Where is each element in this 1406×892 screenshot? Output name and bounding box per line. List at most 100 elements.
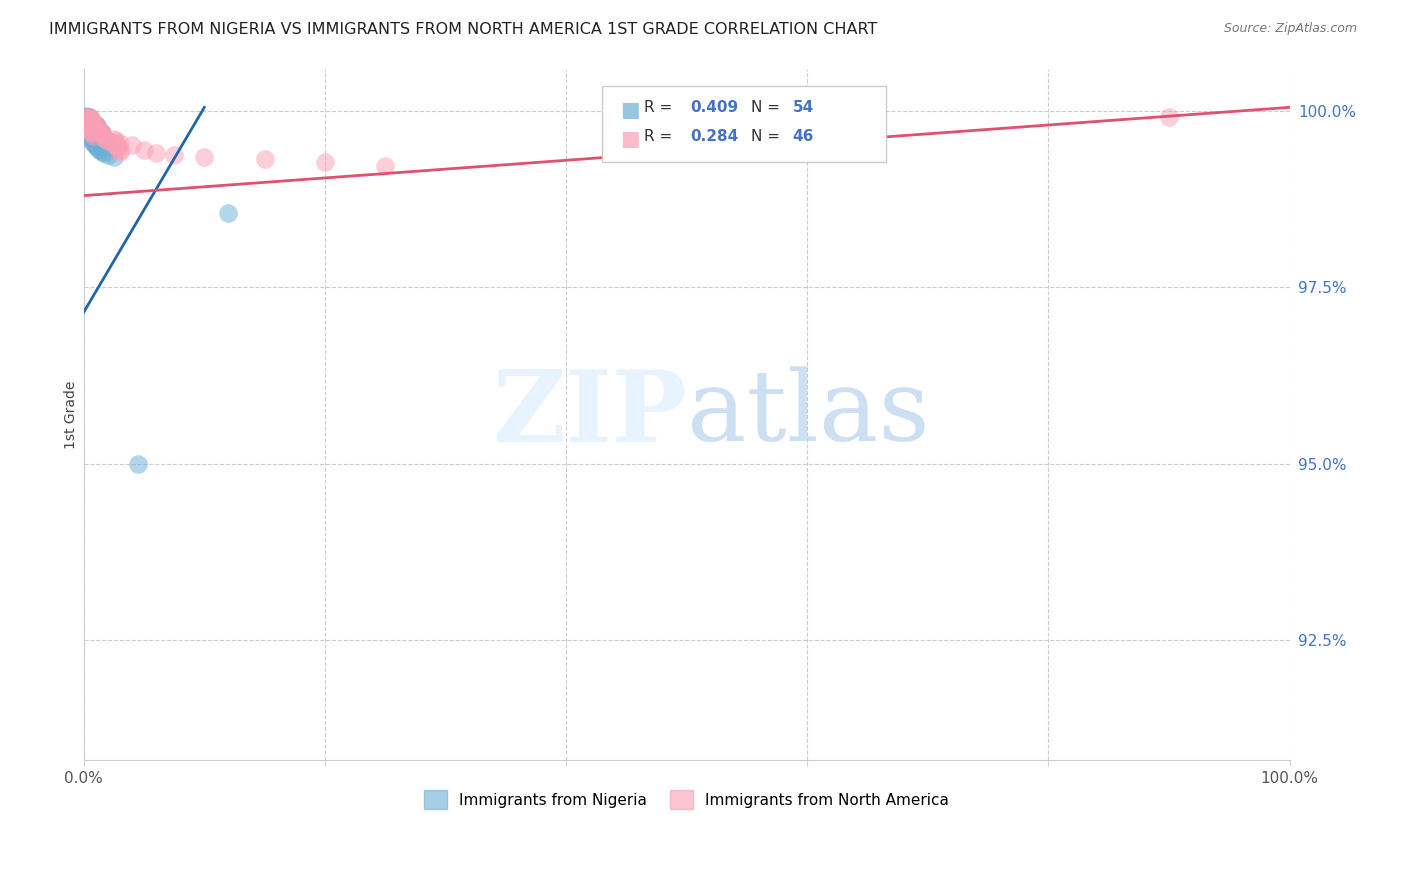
Text: ZIP: ZIP <box>492 366 686 463</box>
Point <box>77 127 100 141</box>
Point <box>108 145 131 159</box>
Point <box>91 128 114 143</box>
Point <box>76 109 98 123</box>
Point <box>145 146 167 161</box>
Point <box>82 114 104 128</box>
Point <box>83 119 105 133</box>
Text: 54: 54 <box>793 100 814 115</box>
Point <box>87 121 110 136</box>
Point <box>79 114 101 128</box>
Point <box>93 130 115 145</box>
Point <box>82 127 104 141</box>
Point <box>90 125 112 139</box>
Point <box>79 112 101 127</box>
Point <box>107 140 129 154</box>
Point <box>75 118 97 132</box>
Point <box>76 112 98 127</box>
Point <box>73 121 96 136</box>
Point <box>79 117 101 131</box>
FancyBboxPatch shape <box>602 86 886 162</box>
Point <box>79 128 101 143</box>
Point <box>93 130 115 145</box>
Point <box>79 110 101 124</box>
Point <box>103 136 125 150</box>
Point <box>108 143 131 157</box>
Point <box>80 114 103 128</box>
Point <box>84 139 107 153</box>
Point <box>103 137 125 152</box>
Point <box>1157 110 1180 124</box>
Point <box>80 112 103 127</box>
Point <box>90 145 112 159</box>
Point <box>77 111 100 125</box>
Point <box>90 127 112 141</box>
Text: N =: N = <box>751 100 785 115</box>
Point <box>82 117 104 131</box>
Text: ■: ■ <box>620 129 640 149</box>
Point <box>82 114 104 128</box>
Point <box>314 154 336 169</box>
Text: atlas: atlas <box>686 367 929 462</box>
Point <box>374 159 396 173</box>
Point <box>75 110 97 124</box>
Point <box>82 134 104 148</box>
Point <box>217 206 239 220</box>
Point <box>82 128 104 143</box>
Point <box>77 121 100 136</box>
Text: ■: ■ <box>620 100 640 120</box>
Point <box>83 117 105 131</box>
Point <box>77 111 100 125</box>
Point <box>91 128 114 143</box>
Y-axis label: 1st Grade: 1st Grade <box>65 380 79 449</box>
Point <box>108 136 131 150</box>
Point <box>80 117 103 131</box>
Point <box>75 110 97 124</box>
Point <box>75 112 97 126</box>
Text: R =: R = <box>644 100 678 115</box>
Point <box>75 123 97 137</box>
Point <box>103 132 125 146</box>
Point <box>90 127 112 141</box>
Point <box>84 120 107 135</box>
Point <box>87 140 110 154</box>
Point <box>80 119 103 133</box>
Point <box>90 125 112 139</box>
Point <box>80 125 103 139</box>
Text: R =: R = <box>644 129 678 145</box>
Point <box>76 120 98 134</box>
Point <box>73 110 96 124</box>
Point <box>193 150 215 164</box>
Point <box>76 125 98 139</box>
Point <box>97 134 120 148</box>
Legend: Immigrants from Nigeria, Immigrants from North America: Immigrants from Nigeria, Immigrants from… <box>418 784 955 815</box>
Point <box>82 117 104 131</box>
Point <box>127 457 149 471</box>
Point <box>89 143 111 157</box>
Point <box>82 119 104 133</box>
Point <box>132 143 155 157</box>
Point <box>82 119 104 133</box>
Text: IMMIGRANTS FROM NIGERIA VS IMMIGRANTS FROM NORTH AMERICA 1ST GRADE CORRELATION C: IMMIGRANTS FROM NIGERIA VS IMMIGRANTS FR… <box>49 22 877 37</box>
Point <box>82 136 104 150</box>
Text: 0.409: 0.409 <box>690 100 738 115</box>
Point <box>82 117 104 131</box>
Point <box>121 137 143 152</box>
Point <box>77 114 100 128</box>
Point <box>84 120 107 134</box>
Point <box>107 139 129 153</box>
Point <box>79 123 101 137</box>
Point <box>86 120 108 134</box>
Point <box>83 118 105 132</box>
Point <box>94 132 117 146</box>
Point <box>105 134 128 148</box>
Point <box>80 130 103 145</box>
Point <box>80 114 103 128</box>
Point <box>86 120 108 134</box>
Point <box>89 123 111 137</box>
Point <box>97 147 120 161</box>
Point <box>76 111 98 125</box>
Point <box>89 123 111 137</box>
Point <box>97 134 120 148</box>
Text: N =: N = <box>751 129 785 145</box>
Text: 0.284: 0.284 <box>690 129 738 145</box>
